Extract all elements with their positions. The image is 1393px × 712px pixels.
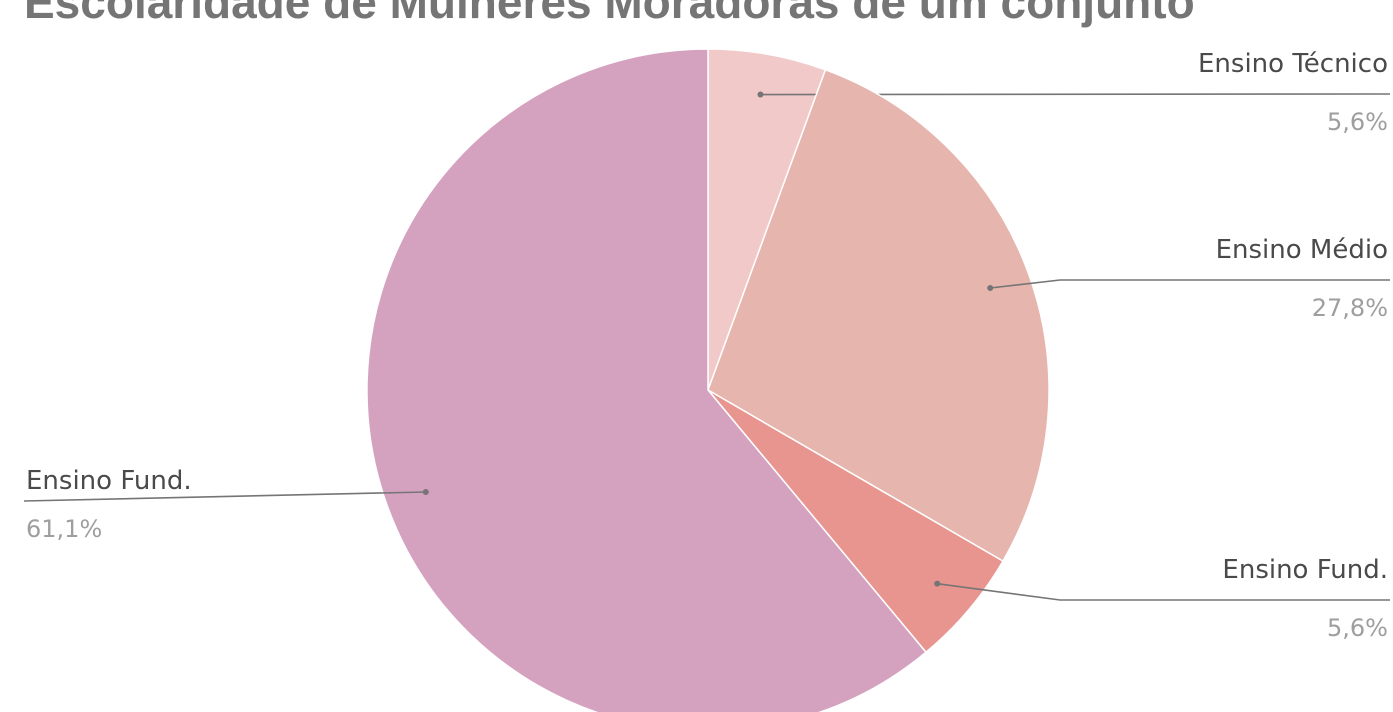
leader-line-ensino-fund-3 bbox=[23, 491, 426, 502]
pie-slice-ensino-fund-3 bbox=[366, 48, 928, 712]
slice-label-ensino-fund-3: Ensino Fund. bbox=[26, 466, 192, 496]
leader-line-ensino-fund-2 bbox=[937, 582, 1390, 601]
leader-dot-ensino-tecnico-0 bbox=[757, 91, 764, 98]
slice-label-ensino-fund-2: Ensino Fund. bbox=[1222, 555, 1388, 585]
slice-label-ensino-medio-1: Ensino Médio bbox=[1216, 235, 1388, 265]
chart-title: Escolaridade de Mulheres Moradoras de um… bbox=[24, 0, 1195, 28]
slice-value-ensino-tecnico-0: 5,6% bbox=[1327, 108, 1388, 136]
leader-dot-ensino-fund-3 bbox=[422, 488, 429, 495]
slice-label-ensino-tecnico-0: Ensino Técnico bbox=[1198, 49, 1388, 79]
leader-dot-ensino-medio-1 bbox=[987, 285, 994, 292]
pie-slice-ensino-medio-1 bbox=[707, 68, 1050, 563]
leader-line-ensino-medio-1 bbox=[990, 279, 1390, 289]
leader-dot-ensino-fund-2 bbox=[934, 580, 941, 587]
slice-value-ensino-fund-2: 5,6% bbox=[1327, 614, 1388, 642]
slice-value-ensino-medio-1: 27,8% bbox=[1312, 294, 1388, 322]
slice-value-ensino-fund-3: 61,1% bbox=[26, 515, 102, 543]
